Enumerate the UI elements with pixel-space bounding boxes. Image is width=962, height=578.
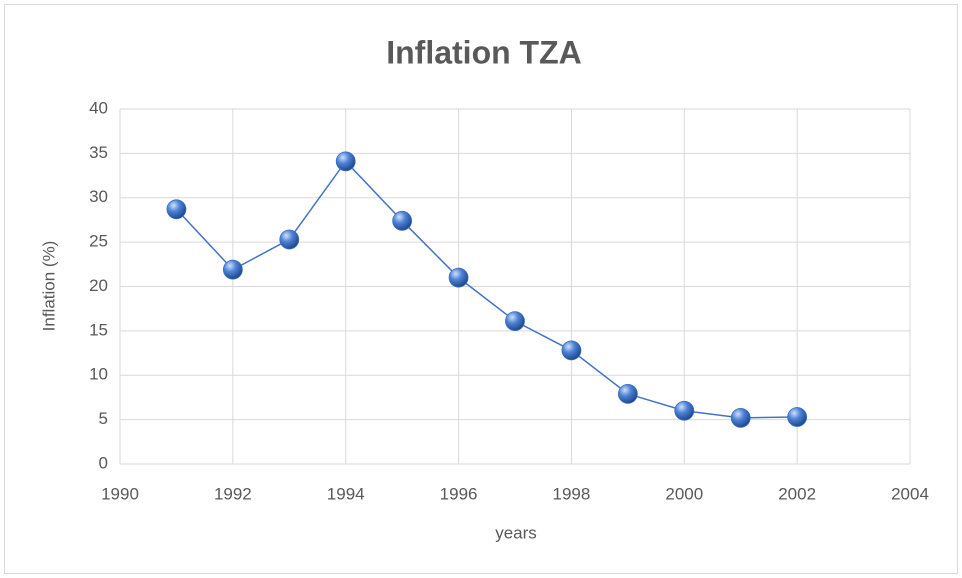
x-tick-label: 1990 — [101, 484, 139, 503]
data-point — [561, 340, 582, 361]
data-point — [279, 229, 300, 250]
data-point — [505, 311, 525, 332]
data-point — [335, 151, 356, 172]
y-tick-label: 15 — [89, 320, 108, 339]
y-tick-label: 5 — [99, 409, 108, 428]
y-tick-label: 30 — [89, 187, 108, 206]
data-point — [166, 199, 187, 220]
y-tick-label: 35 — [89, 143, 108, 162]
y-tick-label: 20 — [89, 276, 108, 295]
x-tick-label: 1994 — [327, 484, 365, 503]
chart-border — [4, 4, 958, 574]
data-point — [730, 407, 751, 428]
data-point — [787, 407, 808, 427]
y-tick-label: 10 — [89, 365, 108, 384]
x-axis-title: years — [495, 523, 537, 542]
x-tick-label: 2004 — [891, 484, 929, 503]
chart-title: Inflation TZA — [386, 34, 582, 70]
data-point — [674, 400, 695, 421]
data-point — [392, 210, 413, 231]
y-tick-label: 0 — [99, 453, 108, 472]
y-axis-title: Inflation (%) — [39, 241, 58, 332]
y-tick-label: 40 — [89, 98, 108, 117]
x-tick-label: 2002 — [778, 484, 816, 503]
data-point — [448, 267, 469, 288]
x-tick-label: 2000 — [665, 484, 703, 503]
x-tick-label: 1998 — [553, 484, 591, 503]
data-point — [222, 259, 243, 280]
x-tick-label: 1992 — [214, 484, 252, 503]
data-point — [617, 383, 638, 404]
x-tick-label: 1996 — [440, 484, 478, 503]
y-tick-label: 25 — [89, 232, 108, 251]
